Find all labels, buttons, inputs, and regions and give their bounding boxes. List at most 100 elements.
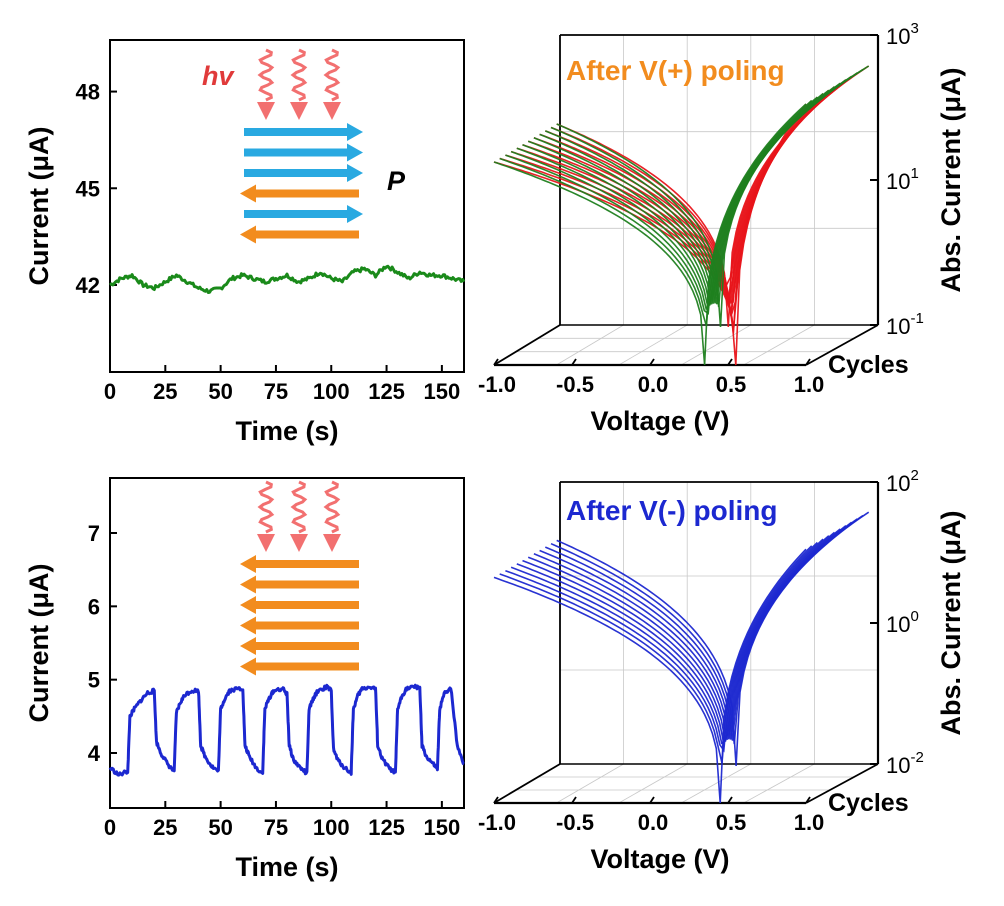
floor-gridline [556, 324, 624, 366]
polarization-arrow-shaft [254, 560, 359, 568]
y-axis-title: Abs. Current (μA) [936, 510, 966, 735]
left-arrow-icon [240, 657, 256, 676]
y-tick-base: 10 [886, 612, 910, 637]
x-tick-label: -0.5 [556, 810, 594, 835]
x-tick-label: 150 [424, 379, 461, 404]
iv-cycle-curve [493, 103, 807, 366]
photon-energy-label: hv [202, 61, 235, 91]
x-tick-label: -0.5 [556, 372, 594, 397]
x-tick-label: 25 [153, 379, 177, 404]
y-tick-label: 103 [886, 20, 919, 49]
chart-title: After V(+) poling [566, 55, 785, 86]
left-arrow-icon [240, 184, 256, 203]
photon-wave-icon [257, 48, 275, 102]
y-tick-exponent: 1 [910, 165, 918, 182]
data-series-line [109, 264, 466, 294]
iv-cycle-curve [505, 541, 818, 753]
right-arrow-icon [347, 123, 363, 141]
floor-gridline [743, 324, 815, 366]
x-tick-label: 0.0 [638, 372, 669, 397]
polarization-arrow-shaft [254, 189, 359, 198]
x-tick-mark [805, 796, 811, 804]
floor-gridline [743, 763, 815, 804]
x-tick-label: 75 [264, 815, 288, 840]
x-tick-mark [571, 358, 577, 366]
x-tick-mark [493, 796, 499, 804]
y-tick-label: 4 [88, 741, 101, 766]
polarization-arrow-shaft [244, 210, 349, 218]
photon-arrowhead-icon [290, 534, 308, 552]
axis-line [493, 324, 561, 366]
x-tick-mark [493, 358, 499, 366]
x-tick-label: 125 [368, 379, 405, 404]
photon-wave-icon [290, 48, 308, 102]
x-tick-label: 100 [313, 379, 350, 404]
plot-frame [109, 477, 465, 809]
axis-line [805, 324, 879, 366]
x-tick-label: -1.0 [478, 372, 516, 397]
y-tick-label: 10-1 [886, 310, 924, 339]
photon-wave-icon [257, 480, 275, 534]
x-tick-label: 0.5 [716, 372, 747, 397]
photon-wave-icon [323, 48, 341, 102]
polarization-arrow-shaft [244, 128, 349, 136]
axis-line [493, 763, 561, 804]
polarization-arrow-shaft [254, 230, 359, 239]
chart-title: After V(-) poling [566, 495, 778, 526]
photon-wave-icon [290, 480, 308, 534]
floor-gridline [618, 324, 688, 366]
y-tick-exponent: 0 [910, 608, 918, 625]
x-tick-mark [649, 358, 655, 366]
y-tick-label: 45 [76, 176, 100, 201]
polarization-arrow-shaft [244, 148, 349, 157]
data-series-line [108, 683, 465, 777]
floor-gridline [618, 763, 688, 804]
z-axis-title: Cycles [828, 351, 909, 379]
y-axis-title: Abs. Current (μA) [936, 67, 966, 292]
x-tick-mark [727, 358, 733, 366]
floor-gridline [681, 324, 751, 366]
x-tick-mark [649, 796, 655, 804]
y-tick-label: 48 [76, 80, 100, 105]
floor-gridline [556, 763, 624, 804]
left-arrow-icon [240, 225, 256, 244]
floor-gridline [681, 763, 751, 804]
x-axis-title: Time (s) [235, 416, 338, 446]
iv-cycle-curve [510, 538, 824, 745]
photon-arrowhead-icon [257, 534, 275, 552]
polarization-arrow-shaft [254, 601, 359, 609]
axis-line [805, 763, 879, 804]
x-tick-label: 0.5 [716, 810, 747, 835]
chart-top-left: 0 25 50 75 100 125 150 42 45 48 Time (s) Current (μ… [24, 39, 466, 446]
iv-cycle-curve [505, 96, 818, 318]
polarization-arrow-shaft [254, 662, 359, 671]
x-tick-mark [805, 358, 811, 366]
x-tick-mark [571, 796, 577, 804]
y-tick-label: 5 [88, 668, 100, 693]
x-tick-label: 150 [424, 815, 461, 840]
y-tick-base: 10 [886, 471, 910, 496]
iv-cycle-curve [493, 548, 807, 804]
polarization-arrow-shaft [254, 621, 359, 630]
right-arrow-icon [347, 164, 363, 182]
photon-arrowhead-icon [290, 102, 308, 120]
iv-cycle-curve [493, 103, 807, 366]
y-axis-title: Current (μA) [24, 563, 54, 722]
left-arrow-icon [240, 616, 256, 635]
x-tick-label: 50 [208, 379, 232, 404]
photon-wave-icon [323, 480, 341, 534]
iv-cycle-curve [505, 96, 818, 315]
y-tick-label: 102 [886, 467, 919, 496]
x-tick-label: 1.0 [794, 372, 825, 397]
z-axis-title: Cycles [828, 789, 909, 817]
y-tick-base: 10 [886, 314, 910, 339]
left-arrow-icon [240, 596, 256, 614]
y-tick-label: 42 [76, 273, 100, 298]
x-tick-mark [727, 796, 733, 804]
iv-cycle-curve [516, 535, 830, 745]
photon-arrowhead-icon [323, 534, 341, 552]
